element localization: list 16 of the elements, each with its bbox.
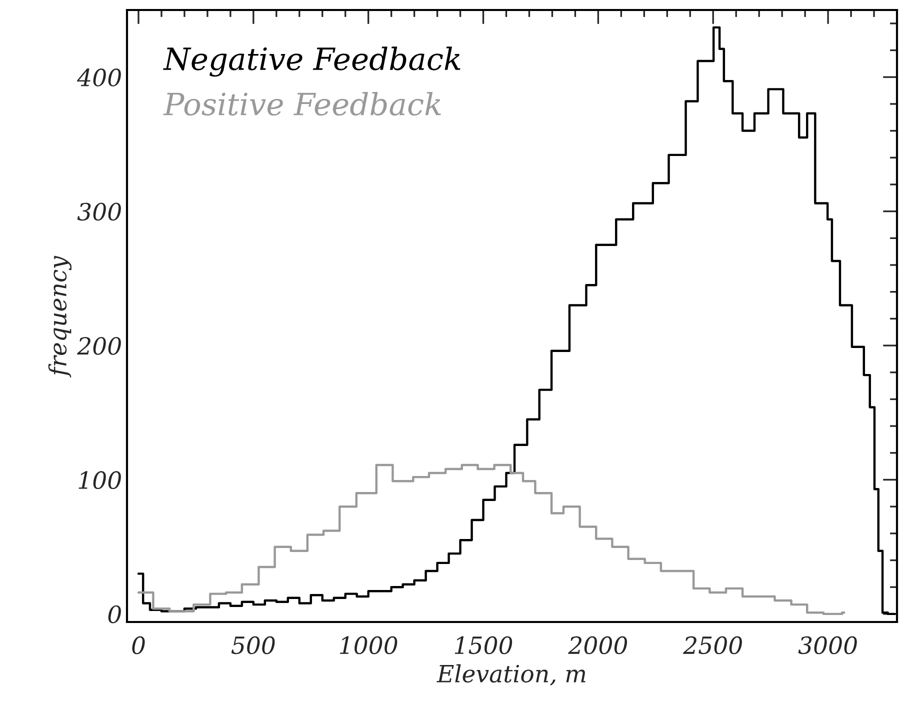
x-tick-label: 0	[132, 636, 145, 654]
x-tick-label: 2500	[682, 636, 742, 654]
x-tick-label: 1500	[454, 636, 512, 654]
x-tick-label: 500	[231, 636, 275, 654]
y-axis-title: frequency	[48, 256, 72, 378]
y-tick-label: 400	[77, 68, 121, 86]
text: Negative Feedback	[163, 46, 460, 77]
y-tick-label: 100	[78, 471, 121, 490]
text: Positive Feedback	[163, 92, 441, 116]
x-tick-label: 3000	[798, 636, 857, 654]
y-tick-label: 0	[108, 605, 121, 624]
x-axis-title: Elevation, m	[436, 664, 586, 686]
x-tick-label: 2000	[568, 636, 628, 654]
y-tick-label: 200	[76, 336, 121, 355]
x-tick-label: 1000	[340, 636, 398, 654]
y-tick-label: 300	[77, 202, 121, 221]
